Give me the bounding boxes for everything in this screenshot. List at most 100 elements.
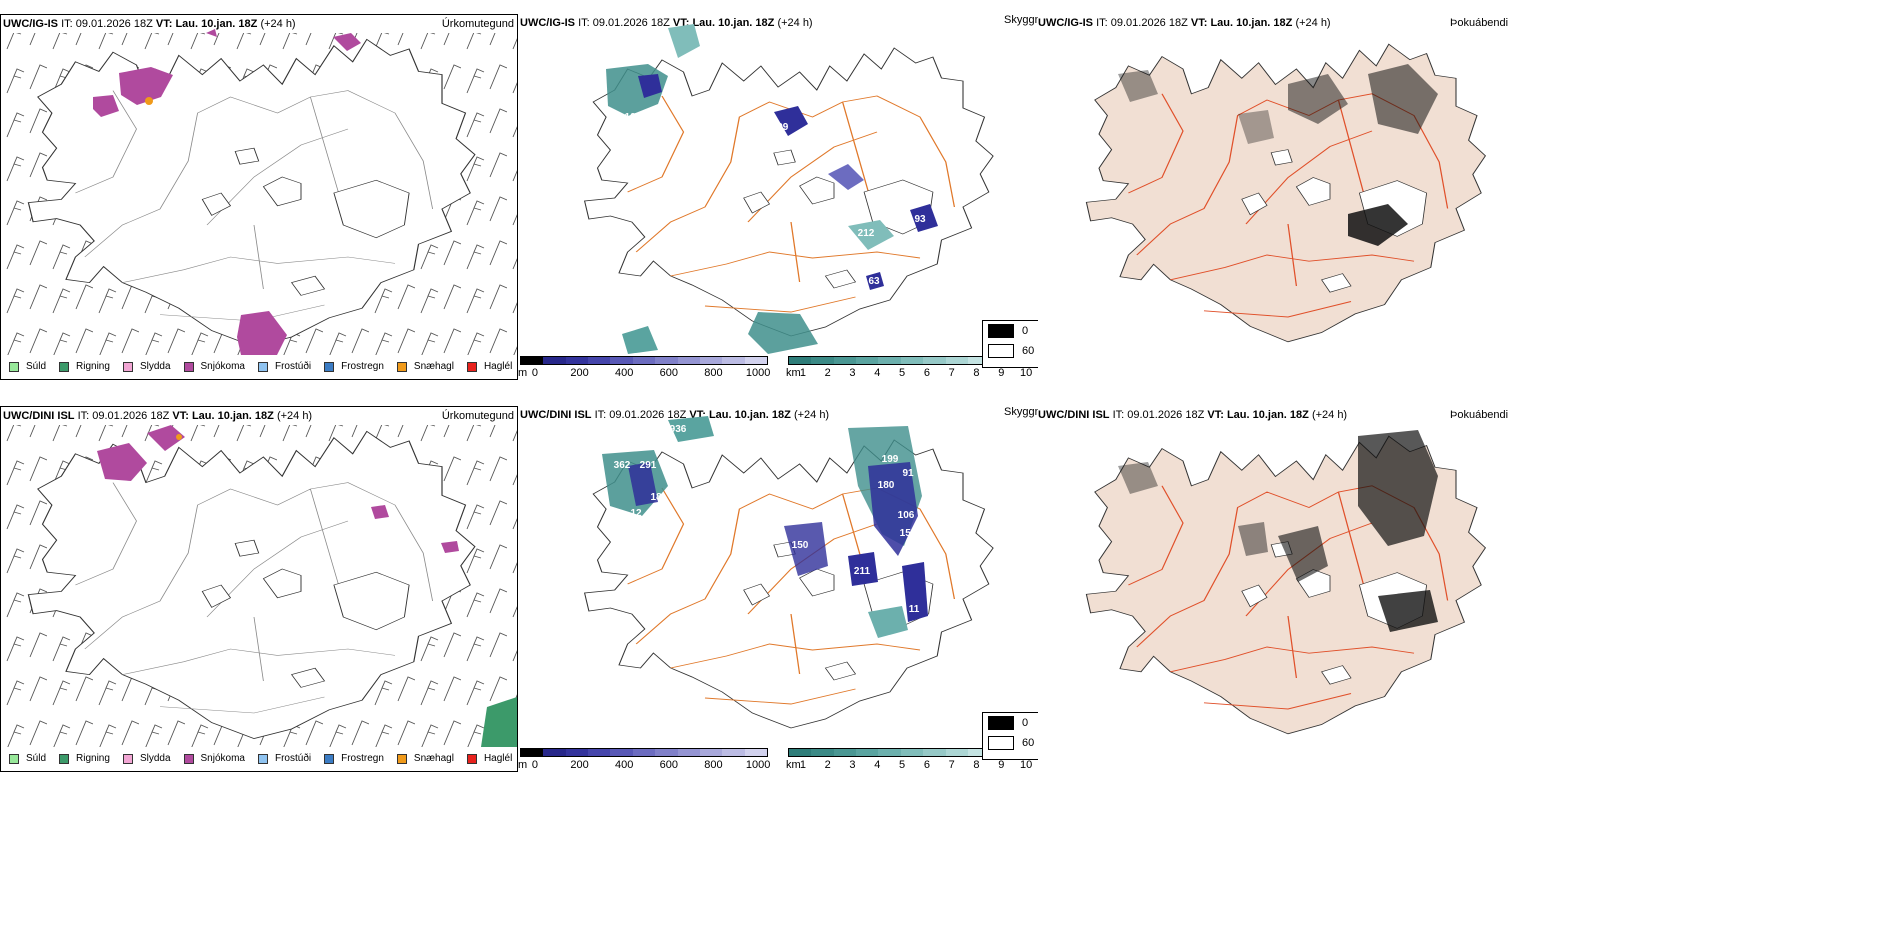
ceiling-value-labels: 936 362 291 18 12 199 180 91 106 153 150…: [614, 424, 920, 615]
colorbar-tick: 3: [849, 759, 856, 771]
legend-item-suld: Súld: [9, 361, 46, 372]
ceiling-colorbar-ticks: 0 200 400 600 800 1000: [520, 365, 771, 379]
colorbar-cell: [699, 749, 723, 756]
colorbar-cell: [789, 749, 812, 756]
colorbar-tick: 5: [899, 759, 906, 771]
colorbar-cell: [923, 749, 946, 756]
colorbar-cell: [655, 357, 678, 364]
fog-scale-legend: 0 60: [982, 712, 1038, 760]
visibility-map-top: 16 109 212 93 63: [518, 14, 1038, 354]
colorbar-cell: [655, 749, 678, 756]
precip-type-panel-top: UWC/IG-IS IT: 09.01.2026 18Z VT: Lau. 10…: [0, 14, 518, 380]
legend-item-snjokoma: Snjókoma: [183, 753, 245, 764]
ceiling-label: 153: [900, 528, 917, 539]
colorbar-cell: [833, 749, 857, 756]
fog-scale-max: 60: [1022, 345, 1035, 357]
ceiling-label: 936: [670, 424, 687, 435]
colorbar-tick: 400: [614, 367, 634, 379]
colorbar-cell: [677, 749, 700, 756]
colorbar-cell: [543, 749, 566, 756]
colorbar-cell: [967, 749, 991, 756]
ceiling-colorbar-cells: [520, 356, 768, 365]
panel-field-name: Skyggni: [1004, 14, 1038, 26]
legend-item-frostregn: Frostregn: [324, 753, 384, 764]
colorbar-cell: [543, 357, 566, 364]
fog-panel-bottom: UWC/DINI ISL IT: 09.01.2026 18Z VT: Lau.…: [1038, 406, 1900, 772]
fog-scale-legend: 0 60: [982, 320, 1038, 368]
legend-item-snaehagl: Snæhagl: [396, 361, 454, 372]
visibility-map-bottom: 936 362 291 18 12 199 180 91 106 153 150…: [518, 406, 1038, 746]
legend-item-snaehagl: Snæhagl: [396, 753, 454, 764]
fog-map-top: [1038, 14, 1518, 354]
ceiling-label: 109: [772, 122, 789, 133]
fog-areas: [1118, 430, 1438, 632]
colorbar-tick: 8: [973, 759, 980, 771]
panel-title: UWC/DINI ISL IT: 09.01.2026 18Z VT: Lau.…: [3, 410, 313, 422]
colorbar-cell: [677, 357, 700, 364]
colorbar-tick: 5: [899, 367, 906, 379]
colorbar-tick: 0: [531, 759, 538, 771]
colorbar-cell: [967, 357, 991, 364]
ceiling-label: 11: [909, 604, 920, 615]
colorbar-cell: [856, 749, 879, 756]
colorbar-cell: [610, 749, 633, 756]
ceiling-label: 63: [868, 276, 880, 287]
colorbar-tick: 4: [874, 367, 881, 379]
colorbar-tick: 800: [704, 759, 723, 771]
snow-areas: [97, 425, 517, 747]
colorbar-cell: [811, 749, 834, 756]
visibility-colorbar: 1 2 3 4 5 6 7 8 9 10 km: [786, 748, 1036, 772]
visibility-panel-bottom: UWC/DINI ISL IT: 09.01.2026 18Z VT: Lau.…: [518, 406, 1038, 772]
colorbar-tick: 7: [948, 367, 955, 379]
ceiling-label: 199: [882, 454, 899, 465]
colorbar-cell: [521, 749, 544, 756]
precip-legend: Súld Rigning Slydda Snjókoma Frostúði Fr…: [9, 753, 517, 764]
precip-type-map-bottom: [1, 407, 517, 747]
colorbar-cell: [565, 749, 589, 756]
colorbar-tick: 10: [1019, 367, 1033, 379]
colorbar-cell: [632, 357, 656, 364]
legend-item-slydda: Slydda: [122, 753, 171, 764]
colorbar-cell: [722, 749, 745, 756]
colorbar-tick: 200: [570, 367, 589, 379]
colorbar-tick: 6: [923, 367, 930, 379]
colorbar-tick: 600: [659, 759, 678, 771]
ceiling-label: 106: [898, 510, 915, 521]
colorbar-cell: [632, 749, 656, 756]
fog-panel-top: UWC/IG-IS IT: 09.01.2026 18Z VT: Lau. 10…: [1038, 14, 1900, 380]
colorbar-cell: [588, 749, 611, 756]
legend-item-rigning: Rigning: [59, 361, 110, 372]
colorbar-tick: 9: [998, 367, 1005, 379]
colorbar-tick: 1000: [745, 367, 771, 379]
fog-map-bottom: [1038, 406, 1518, 746]
legend-item-haglel: Haglél: [466, 361, 512, 372]
colorbar-tick: 2: [824, 759, 831, 771]
colorbar-cell: [565, 357, 589, 364]
fog-scale-min: 0: [1022, 325, 1029, 337]
ceiling-label: 12: [630, 508, 642, 519]
colorbar-tick: 600: [659, 367, 678, 379]
ceiling-unit: m: [518, 367, 528, 379]
colorbar-cell: [722, 357, 745, 364]
colorbar-tick: 0: [531, 367, 538, 379]
visibility-colorbar-ticks: 1 2 3 4 5 6 7 8 9 10: [788, 365, 1036, 379]
panel-title: UWC/IG-IS IT: 09.01.2026 18Z VT: Lau. 10…: [520, 17, 813, 29]
colorbar-cell: [811, 357, 834, 364]
legend-item-haglel: Haglél: [466, 753, 512, 764]
colorbar-cell: [945, 357, 968, 364]
precip-type-panel-bottom: UWC/DINI ISL IT: 09.01.2026 18Z VT: Lau.…: [0, 406, 518, 772]
colorbar-tick: 200: [570, 759, 589, 771]
panel-title: UWC/IG-IS IT: 09.01.2026 18Z VT: Lau. 10…: [1038, 17, 1331, 29]
colorbar-cell: [833, 357, 857, 364]
legend-item-frostudi: Frostúði: [257, 361, 311, 372]
colorbar-tick: 800: [704, 367, 723, 379]
panel-title: UWC/IG-IS IT: 09.01.2026 18Z VT: Lau. 10…: [3, 18, 296, 30]
ceiling-label: 93: [914, 214, 926, 225]
panel-field-name: Skyggni: [1004, 406, 1038, 418]
panel-title: UWC/DINI ISL IT: 09.01.2026 18Z VT: Lau.…: [520, 409, 830, 421]
ceiling-colorbar-ticks: 0 200 400 600 800 1000: [520, 757, 771, 771]
panel-field-name: Úrkomutegund: [441, 410, 514, 422]
fog-areas: [1118, 64, 1438, 246]
colorbar-cell: [744, 357, 767, 364]
colorbar-cell: [744, 749, 767, 756]
